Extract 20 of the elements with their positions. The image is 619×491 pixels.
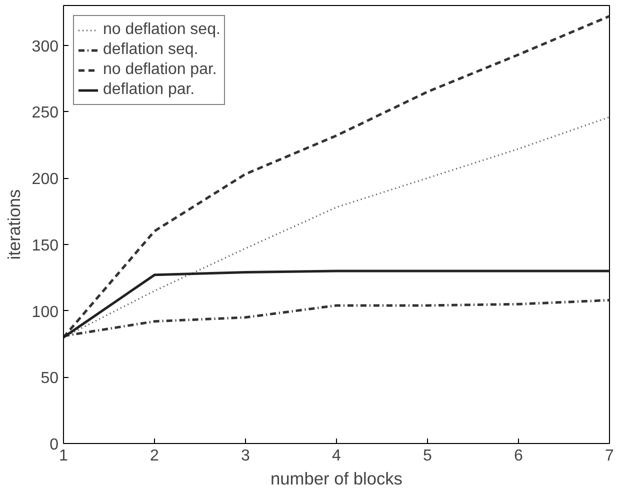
y-axis-title: iterations bbox=[4, 189, 24, 260]
legend-label: no deflation par. bbox=[103, 61, 217, 79]
x-tick-label: 7 bbox=[605, 448, 614, 464]
y-tick-label: 0 bbox=[50, 436, 59, 454]
y-tick-label: 250 bbox=[32, 104, 59, 122]
x-tick-label: 3 bbox=[241, 448, 250, 464]
x-tick-label: 5 bbox=[423, 448, 432, 464]
y-tick-label: 150 bbox=[32, 237, 59, 254]
x-tick-label: 1 bbox=[59, 448, 68, 464]
y-tick-label: 200 bbox=[32, 171, 59, 188]
legend-label: no deflation seq. bbox=[103, 21, 220, 39]
legend-label: deflation seq. bbox=[103, 41, 198, 59]
legend-label: deflation par. bbox=[103, 81, 195, 99]
x-tick-label: 4 bbox=[332, 448, 342, 464]
y-tick-label: 100 bbox=[32, 304, 59, 321]
y-tick-label: 300 bbox=[32, 38, 59, 56]
x-tick-label: 2 bbox=[150, 448, 160, 464]
x-tick-label: 6 bbox=[514, 448, 524, 464]
x-axis-title: number of blocks bbox=[270, 468, 403, 488]
y-tick-label: 50 bbox=[40, 370, 59, 388]
